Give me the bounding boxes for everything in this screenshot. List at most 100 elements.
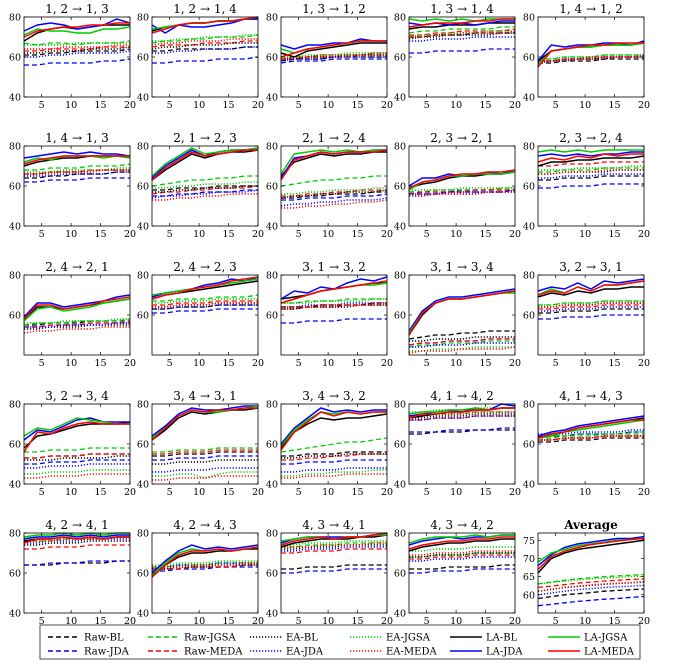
x-tick-label: 15 <box>95 358 107 369</box>
legend-item-la-jda: LA-JDA <box>450 647 523 658</box>
series-raw-meda <box>538 161 644 167</box>
x-tick-label: 10 <box>579 100 591 111</box>
legend-item-raw-meda: Raw-MEDA <box>148 647 243 658</box>
x-tick-label: 10 <box>450 358 462 369</box>
legend-box <box>39 624 641 660</box>
series-raw-meda <box>538 304 644 310</box>
x-tick-label: 10 <box>65 229 77 240</box>
series-lines <box>23 532 130 566</box>
series-raw-jgsa <box>152 447 258 453</box>
y-tick-label: 40 <box>394 480 406 491</box>
series-la-meda <box>151 16 259 34</box>
series-raw-jda <box>152 455 258 461</box>
x-tick-label: 20 <box>381 487 393 498</box>
series-lines <box>408 534 515 574</box>
series-la-bl <box>151 407 259 441</box>
series-raw-jda <box>24 177 130 183</box>
y-tick-label: 80 <box>266 400 278 411</box>
x-tick-label: 20 <box>509 229 521 240</box>
x-tick-label: 15 <box>223 100 235 111</box>
axes-frame <box>23 274 131 356</box>
series-lines <box>537 415 645 443</box>
series-la-jgsa <box>537 149 644 153</box>
series-raw-jda <box>538 314 644 320</box>
series-lines <box>280 149 388 209</box>
series-la-jda <box>280 276 388 300</box>
series-ea-jda <box>24 463 130 469</box>
y-tick-label: 40 <box>266 480 278 491</box>
subplot-title: 4, 3 → 4, 2 <box>430 518 493 532</box>
series-raw-jda <box>281 568 387 574</box>
x-tick-label: 5 <box>553 487 559 498</box>
series-la-bl <box>280 42 387 58</box>
subplot-title: 2, 1 → 2, 4 <box>302 131 366 145</box>
series-lines <box>408 403 516 435</box>
x-tick-label: 10 <box>322 358 334 369</box>
y-tick-label: 60 <box>137 440 149 451</box>
y-tick-label: 60 <box>394 311 406 322</box>
series-la-meda <box>408 18 515 28</box>
series-raw-bl <box>538 308 644 314</box>
series-raw-jda <box>409 48 515 54</box>
series-la-bl <box>151 18 258 32</box>
y-tick-label: 60 <box>266 569 278 580</box>
series-la-jda <box>408 288 516 332</box>
series-raw-meda <box>408 338 515 346</box>
x-tick-label: 5 <box>296 487 302 498</box>
series-ea-meda <box>152 475 258 481</box>
subplot-title: 3, 2 → 3, 1 <box>559 260 622 274</box>
x-tick-label: 5 <box>424 616 430 627</box>
axes-frame <box>23 403 131 485</box>
y-tick-label: 60 <box>9 53 21 64</box>
x-tick-label: 5 <box>167 358 173 369</box>
series-ea-meda <box>24 473 130 479</box>
series-raw-jda <box>280 58 387 64</box>
subplot-title: 1, 3 → 1, 4 <box>430 2 494 16</box>
series-raw-jda <box>409 189 516 195</box>
series-raw-meda <box>281 548 387 554</box>
series-raw-bl <box>537 588 645 600</box>
subplot-24: 4, 3 → 4, 2 5 10 15 20 40 60 80 <box>394 518 521 627</box>
y-tick-label: 70 <box>523 554 535 565</box>
legend-item-ea-jgsa: EA-JGSA <box>350 633 431 644</box>
series-lines <box>537 278 645 320</box>
subplot-title: Average <box>563 518 618 532</box>
series-raw-jgsa <box>409 552 515 558</box>
series-la-meda <box>280 411 387 451</box>
x-tick-label: 20 <box>509 487 521 498</box>
x-tick-label: 15 <box>480 616 492 627</box>
x-tick-label: 5 <box>39 487 45 498</box>
series-la-jda <box>537 151 644 157</box>
subplot-19: 4, 1 → 4, 2 5 10 15 20 40 60 80 <box>394 389 521 498</box>
subplot-2: 1, 2 → 1, 4 5 10 15 20 40 60 80 <box>137 2 264 111</box>
series-lines <box>537 40 645 68</box>
series-raw-jgsa <box>280 52 387 60</box>
y-tick-label: 80 <box>266 142 278 153</box>
x-tick-label: 15 <box>95 487 107 498</box>
series-la-meda <box>151 149 258 181</box>
series-la-jgsa <box>537 419 645 439</box>
series-raw-bl <box>24 560 130 566</box>
x-tick-label: 5 <box>39 229 45 240</box>
series-la-meda <box>151 407 258 441</box>
x-tick-label: 5 <box>296 100 302 111</box>
series-raw-jgsa <box>23 40 131 46</box>
x-tick-label: 5 <box>553 100 559 111</box>
y-tick-label: 80 <box>523 400 535 411</box>
y-tick-label: 40 <box>266 222 278 233</box>
series-raw-meda <box>409 554 515 560</box>
axes-frame <box>537 532 645 614</box>
x-tick-label: 20 <box>252 487 264 498</box>
series-raw-bl <box>538 175 644 181</box>
x-tick-label: 15 <box>480 358 492 369</box>
legend-label: LA-JDA <box>486 647 523 658</box>
series-ea-jda <box>152 467 258 473</box>
y-tick-label: 80 <box>394 13 406 24</box>
x-tick-label: 15 <box>95 229 107 240</box>
series-raw-bl <box>152 46 258 52</box>
legend-label: LA-JGSA <box>584 633 628 644</box>
series-ea-jgsa <box>281 187 387 195</box>
series-ea-jgsa <box>152 34 258 42</box>
x-tick-label: 15 <box>352 616 364 627</box>
x-tick-label: 20 <box>252 358 264 369</box>
